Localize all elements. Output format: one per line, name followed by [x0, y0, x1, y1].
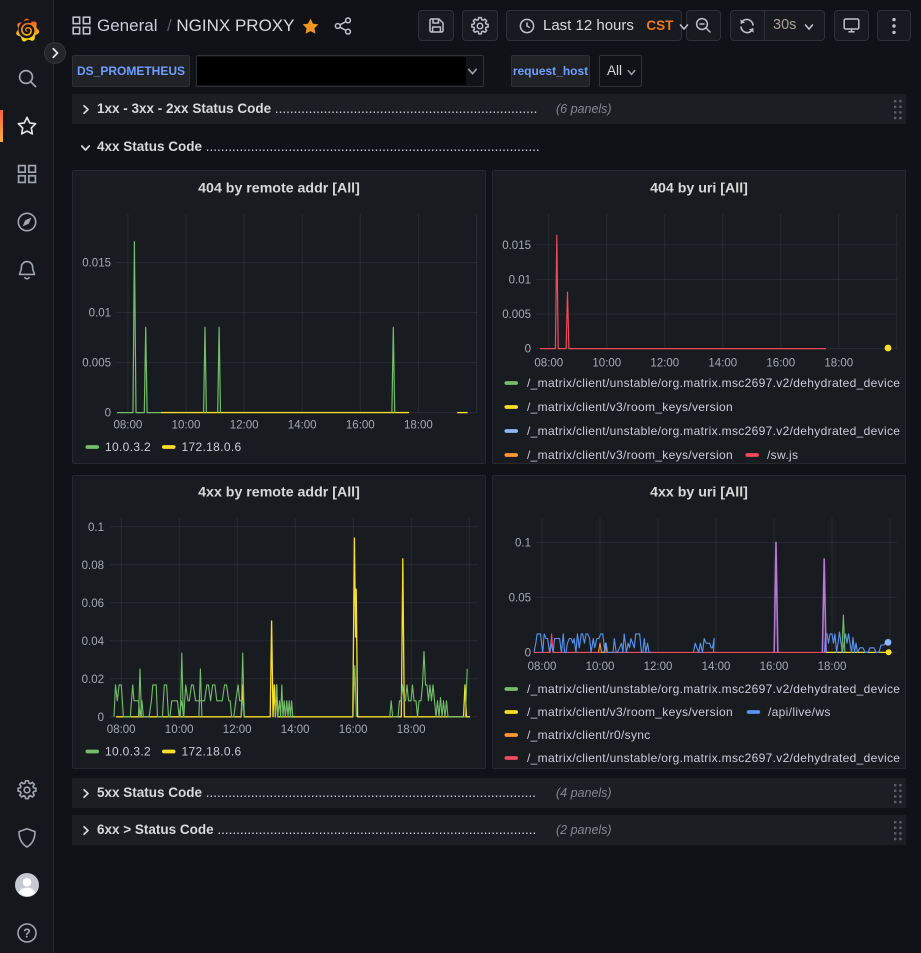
svg-text:18:00: 18:00: [404, 420, 433, 432]
svg-text:08:00: 08:00: [528, 661, 557, 673]
svg-text:0.005: 0.005: [502, 309, 531, 321]
svg-text:10.0.3.2: 10.0.3.2: [105, 745, 151, 759]
svg-text:0.06: 0.06: [82, 598, 104, 610]
svg-text:10.0.3.2: 10.0.3.2: [105, 440, 151, 454]
svg-text:0.01: 0.01: [509, 275, 531, 287]
svg-text:18:00: 18:00: [397, 724, 426, 736]
svg-text:12:00: 12:00: [650, 358, 679, 370]
svg-text:12:00: 12:00: [230, 420, 259, 432]
svg-text:10:00: 10:00: [165, 724, 194, 736]
svg-text:0: 0: [105, 408, 111, 420]
svg-text:0.1: 0.1: [515, 537, 531, 549]
svg-text:08:00: 08:00: [107, 724, 136, 736]
svg-text:0.05: 0.05: [509, 592, 531, 604]
svg-text:/_matrix/client/v3/room_keys/v: /_matrix/client/v3/room_keys/version: [527, 400, 733, 414]
svg-text:16:00: 16:00: [766, 358, 795, 370]
svg-text:0.015: 0.015: [82, 258, 111, 270]
svg-text:/_matrix/client/unstable/org.m: /_matrix/client/unstable/org.matrix.msc2…: [527, 682, 900, 696]
svg-text:0: 0: [525, 647, 531, 659]
svg-text:172.18.0.6: 172.18.0.6: [182, 745, 242, 759]
svg-text:16:00: 16:00: [346, 420, 375, 432]
svg-text:/_matrix/client/r0/sync: /_matrix/client/r0/sync: [527, 728, 651, 742]
svg-text:14:00: 14:00: [702, 661, 731, 673]
svg-text:/_matrix/client/v3/room_keys/v: /_matrix/client/v3/room_keys/version: [527, 448, 733, 462]
svg-text:172.18.0.6: 172.18.0.6: [182, 440, 242, 454]
svg-text:12:00: 12:00: [223, 724, 252, 736]
svg-text:404 by uri [All]: 404 by uri [All]: [650, 181, 748, 197]
svg-text:/sw.js: /sw.js: [767, 448, 798, 462]
svg-text:0: 0: [525, 344, 531, 356]
svg-text:4xx by uri [All]: 4xx by uri [All]: [650, 485, 748, 501]
svg-text:/_matrix/client/unstable/org.m: /_matrix/client/unstable/org.matrix.msc2…: [527, 751, 900, 765]
svg-text:10:00: 10:00: [592, 358, 621, 370]
svg-text:18:00: 18:00: [818, 661, 847, 673]
svg-text:/_matrix/client/v3/room_keys/v: /_matrix/client/v3/room_keys/version: [527, 705, 733, 719]
svg-text:0.01: 0.01: [89, 308, 111, 320]
svg-text:12:00: 12:00: [644, 661, 673, 673]
svg-text:08:00: 08:00: [534, 358, 563, 370]
svg-text:0.08: 0.08: [82, 560, 104, 572]
svg-text:16:00: 16:00: [339, 724, 368, 736]
svg-text:10:00: 10:00: [172, 420, 201, 432]
svg-text:16:00: 16:00: [760, 661, 789, 673]
svg-text:0.1: 0.1: [88, 522, 104, 534]
svg-text:?: ?: [23, 926, 31, 940]
svg-text:18:00: 18:00: [824, 358, 853, 370]
svg-text:0: 0: [98, 712, 104, 724]
svg-text:14:00: 14:00: [288, 420, 317, 432]
svg-text:10:00: 10:00: [586, 661, 615, 673]
svg-text:0.04: 0.04: [82, 636, 105, 648]
svg-text:08:00: 08:00: [114, 420, 143, 432]
svg-text:4xx by remote addr [All]: 4xx by remote addr [All]: [198, 485, 360, 501]
svg-text:0.02: 0.02: [82, 674, 104, 686]
svg-text:14:00: 14:00: [708, 358, 737, 370]
svg-text:/_matrix/client/unstable/org.m: /_matrix/client/unstable/org.matrix.msc2…: [527, 376, 900, 390]
svg-text:0.005: 0.005: [82, 358, 111, 370]
svg-text:/api/live/ws: /api/live/ws: [768, 705, 831, 719]
svg-text:14:00: 14:00: [281, 724, 310, 736]
svg-text:404 by remote addr [All]: 404 by remote addr [All]: [198, 181, 360, 197]
svg-text:/_matrix/client/unstable/org.m: /_matrix/client/unstable/org.matrix.msc2…: [527, 424, 900, 438]
svg-text:0.015: 0.015: [502, 240, 531, 252]
